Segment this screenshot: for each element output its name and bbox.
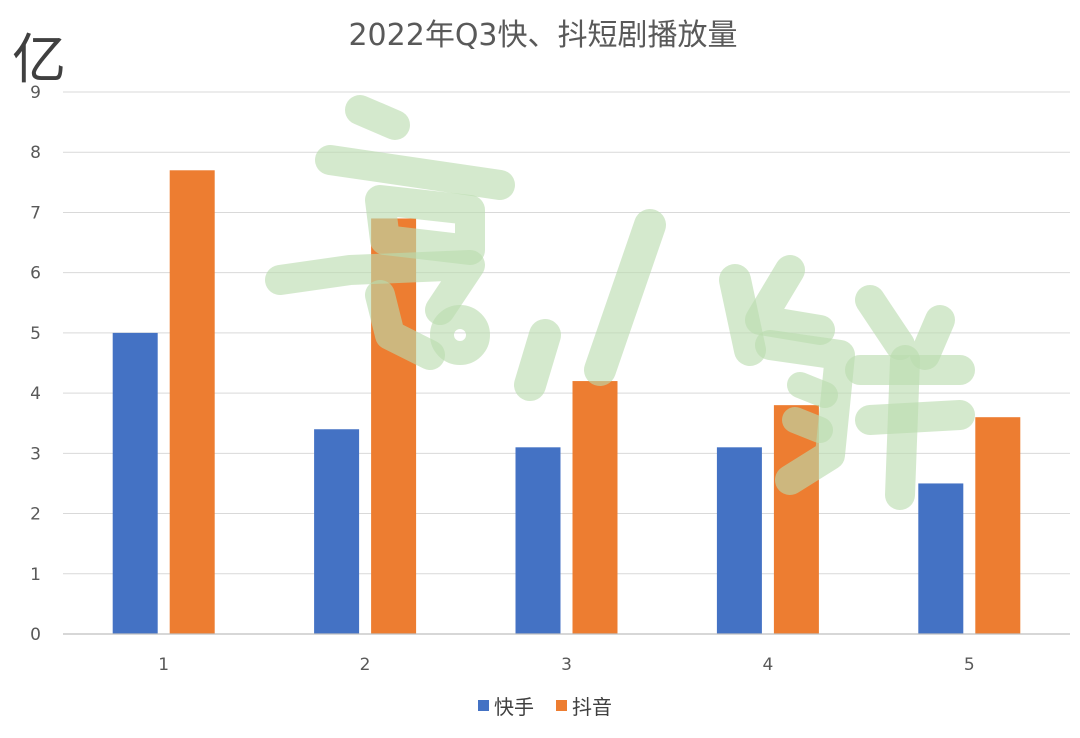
x-tick-label: 1 bbox=[158, 655, 169, 675]
gridlines bbox=[63, 91, 1070, 575]
chart-title: 2022年Q3快、抖短剧播放量 bbox=[348, 18, 737, 53]
legend-label-douyin: 抖音 bbox=[572, 695, 612, 719]
x-tick-label: 2 bbox=[360, 655, 371, 675]
bar-douyin-1 bbox=[169, 170, 215, 635]
y-axis-unit-label: 亿 bbox=[12, 28, 66, 91]
y-tick-label: 9 bbox=[30, 83, 41, 103]
legend: 快手 抖音 bbox=[478, 695, 612, 719]
y-tick-label: 7 bbox=[30, 203, 41, 223]
y-axis-ticks: 0 1 2 3 4 5 6 7 8 9 bbox=[30, 83, 41, 645]
y-tick-label: 2 bbox=[30, 505, 41, 525]
bar-kuaishou-4 bbox=[716, 447, 762, 634]
watermark bbox=[265, 95, 975, 510]
legend-swatch-kuaishou bbox=[478, 700, 489, 711]
y-tick-label: 8 bbox=[30, 143, 41, 163]
bar-kuaishou-1 bbox=[112, 332, 158, 634]
bar-kuaishou-5 bbox=[918, 483, 964, 634]
legend-label-kuaishou: 快手 bbox=[494, 695, 534, 719]
legend-swatch-douyin bbox=[556, 700, 567, 711]
bars bbox=[112, 170, 1021, 635]
bar-douyin-4 bbox=[773, 405, 819, 634]
x-tick-label: 5 bbox=[964, 655, 975, 675]
bar-douyin-3 bbox=[572, 381, 618, 634]
y-tick-label: 0 bbox=[30, 625, 41, 645]
y-tick-label: 5 bbox=[30, 324, 41, 344]
y-tick-label: 6 bbox=[30, 264, 41, 284]
bar-kuaishou-2 bbox=[314, 429, 360, 634]
y-tick-label: 4 bbox=[30, 384, 41, 404]
y-tick-label: 1 bbox=[30, 565, 41, 585]
bar-kuaishou-3 bbox=[515, 447, 561, 634]
y-tick-label: 3 bbox=[30, 444, 41, 464]
bar-douyin-5 bbox=[975, 417, 1021, 634]
x-tick-label: 3 bbox=[561, 655, 572, 675]
x-axis-ticks: 1 2 3 4 5 bbox=[158, 655, 974, 675]
x-tick-label: 4 bbox=[762, 655, 773, 675]
